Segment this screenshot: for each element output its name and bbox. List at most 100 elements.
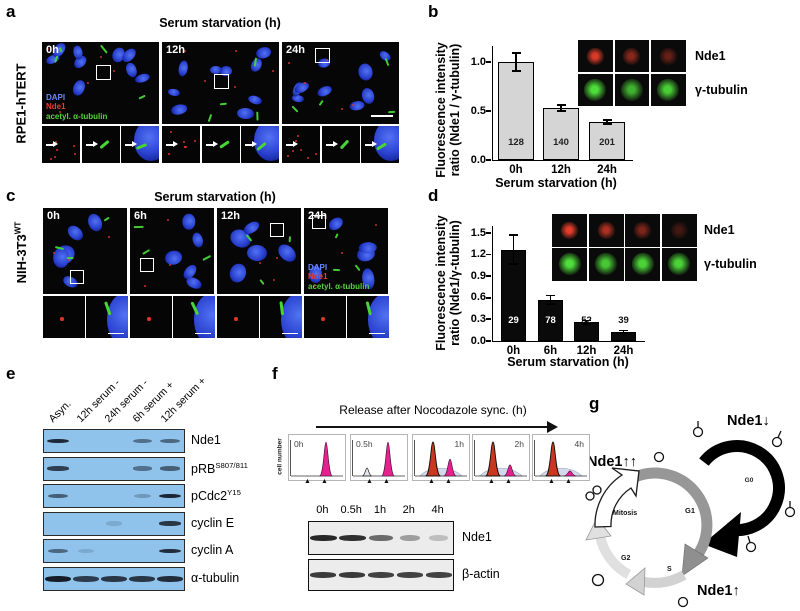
cell-nucleus <box>315 84 334 99</box>
signal-blob <box>584 78 607 102</box>
blot-target-label: Nde1 <box>191 433 221 447</box>
sample-count-label: 52 <box>581 315 592 326</box>
cilium-mark <box>201 254 211 262</box>
panel-a-title: Serum starvation (h) <box>159 16 281 30</box>
channel-legend: DAPI Nde1 acetyl. α-tubulin <box>46 93 151 122</box>
western-blot-strip <box>43 539 185 563</box>
fluorescence-inset <box>625 248 660 281</box>
white-arrow-icon <box>205 143 213 146</box>
protein-band <box>429 535 448 541</box>
inset-row-label: γ-tubulin <box>704 257 757 272</box>
x-axis-tick-label: 0h <box>506 345 521 357</box>
cell-nucleus <box>193 296 215 338</box>
timepoint-label: 24h <box>286 44 305 56</box>
fluorescence-inset <box>552 248 587 281</box>
nde1-speck <box>53 155 56 158</box>
cell-nucleus <box>236 107 254 121</box>
cilium-mark <box>207 114 213 123</box>
flow-histogram: 0.5h <box>350 434 408 481</box>
centriole-mark <box>339 139 349 150</box>
western-blot-strip <box>43 429 185 453</box>
panel-letter-e: e <box>6 364 16 383</box>
chart-b-ylabel-line1: Fluorescence intensity <box>434 42 448 178</box>
error-bar-cap <box>546 303 555 306</box>
cell-nucleus <box>325 214 345 233</box>
histogram-timepoint-label: 4h <box>575 439 585 449</box>
s-phase-region <box>539 467 583 477</box>
fluorescence-inset <box>614 40 649 72</box>
highlight-box <box>270 223 284 237</box>
highlight-box <box>214 74 229 89</box>
panel-letter-a: a <box>6 2 16 21</box>
inset-row-label: γ-tubulin <box>695 83 748 97</box>
protein-band <box>78 548 94 554</box>
flow-histogram-plot: 0.5h <box>352 439 405 477</box>
signal-blob <box>594 253 618 276</box>
panel-c-title: Serum starvation (h) <box>154 190 276 204</box>
y-axis-tick-label: 0.9 <box>470 269 486 282</box>
error-bar-cap <box>546 294 555 297</box>
inset-image <box>241 126 279 163</box>
error-bar <box>512 235 515 264</box>
signal-blob <box>622 47 641 65</box>
dna-content-marker-icon: ▲ <box>445 478 452 485</box>
fluorescence-inset <box>552 214 587 247</box>
protein-band <box>158 548 182 554</box>
nde1-speck <box>340 108 343 111</box>
white-arrow-icon <box>293 141 298 148</box>
dna-content-marker-icon: ▲ <box>505 478 512 485</box>
sample-count-label: 128 <box>508 137 524 148</box>
protein-band <box>159 521 181 526</box>
nde1-speck <box>73 153 76 155</box>
lane-label: 4h <box>431 504 444 516</box>
y-axis-tick-label: 1.0 <box>470 55 486 68</box>
error-bar-cap <box>509 234 518 236</box>
nde1-speck <box>273 278 276 281</box>
protein-band <box>47 466 69 471</box>
chart-b-y-axis-label: Fluorescence intensity ratio (Nde1 / γ-t… <box>434 25 462 195</box>
nde1-speck <box>168 152 171 155</box>
dna-content-marker-icon: ▲ <box>548 478 555 485</box>
protein-band <box>157 575 183 582</box>
y-axis-tick-label: 0.0 <box>470 153 486 166</box>
dna-content-marker-icon: ▲ <box>428 478 435 485</box>
cell-nucleus <box>246 244 268 262</box>
error-bar <box>622 330 625 333</box>
nde1-speck <box>321 317 325 321</box>
sample-count-label: 201 <box>599 137 615 148</box>
flow-histogram: 1h <box>412 434 470 481</box>
signal-blob <box>657 78 680 102</box>
flow-histogram: 0h <box>288 434 346 481</box>
sample-count-label: 140 <box>553 137 569 148</box>
timepoint-label: 6h <box>134 210 147 222</box>
nde1-double-up-label: Nde1↑↑ <box>587 454 637 470</box>
cilium-mark <box>291 105 299 113</box>
s-phase-region <box>479 467 523 477</box>
nde1-speck <box>58 110 61 113</box>
protein-band <box>368 572 394 578</box>
cilium-mark <box>99 44 108 54</box>
s-phase-arrow <box>638 570 687 588</box>
g1-peak <box>545 441 561 477</box>
sample-count-label: 29 <box>508 315 519 326</box>
inset-image <box>86 296 128 338</box>
nde1-down-label: Nde1↓ <box>727 413 770 429</box>
g2m-peak <box>503 464 517 477</box>
nde1-speck <box>53 252 56 255</box>
cell-nucleus <box>247 93 264 107</box>
nde1-speck <box>67 258 70 261</box>
timepoint-label: 0h <box>47 210 60 222</box>
channel-legend-item: DAPI <box>46 92 66 102</box>
signal-blob <box>659 47 678 65</box>
sample-count-label: 78 <box>545 315 556 326</box>
protein-band <box>133 493 151 499</box>
cell-line-superscript: WT <box>13 221 23 235</box>
nde1-speck <box>287 154 290 157</box>
histogram-timepoint-label: 1h <box>455 439 465 449</box>
cilium-mark <box>255 111 259 121</box>
dividing-cell-icon <box>592 485 602 495</box>
g2-phase-label: G2 <box>621 555 630 562</box>
white-arrow-icon <box>286 143 293 146</box>
protein-band <box>45 575 71 582</box>
western-blot-strip <box>308 559 454 591</box>
